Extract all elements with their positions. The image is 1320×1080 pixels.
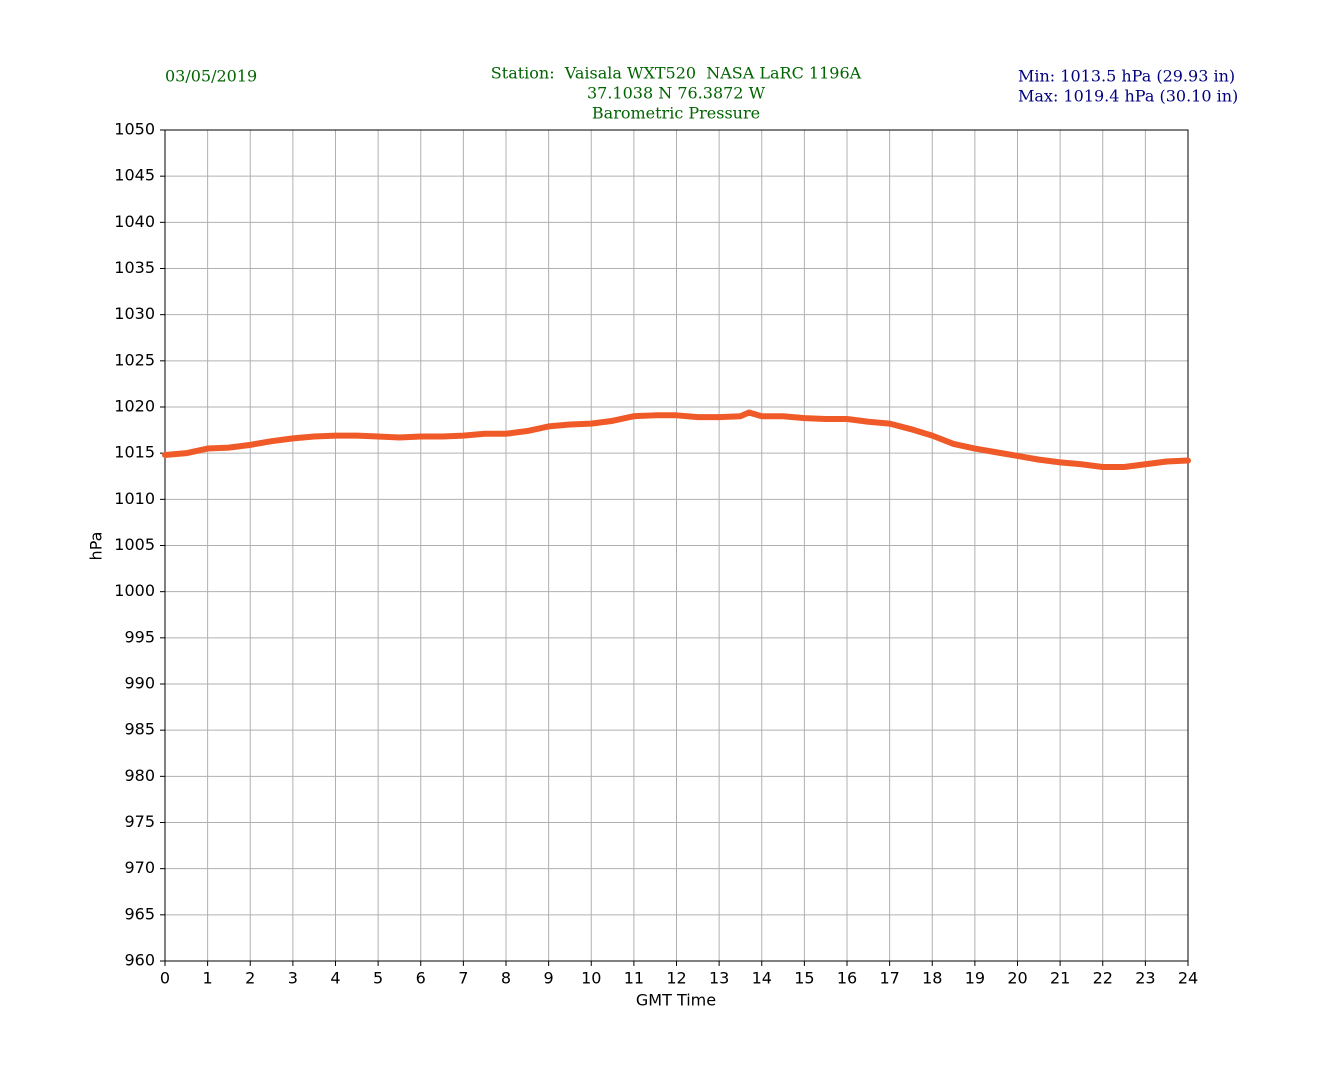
y-tick-label: 1005 <box>114 535 155 554</box>
y-tick-label: 970 <box>124 858 155 877</box>
y-tick-label: 1020 <box>114 397 155 416</box>
x-tick-label: 2 <box>245 969 255 988</box>
y-tick-label: 995 <box>124 627 155 646</box>
x-axis-label: GMT Time <box>636 991 716 1010</box>
plot-frame <box>164 129 1189 962</box>
y-tick-label: 960 <box>124 951 155 970</box>
x-tick-label: 9 <box>544 969 554 988</box>
x-tick-label: 16 <box>837 969 857 988</box>
x-tick-label: 7 <box>458 969 468 988</box>
stat: Max: 1019.4 hPa (30.10 in) <box>1018 87 1238 106</box>
title: Station: Vaisala WXT520 NASA LaRC 1196A <box>491 64 862 83</box>
y-tick-label: 1025 <box>114 350 155 369</box>
data-line <box>162 409 1191 471</box>
x-tick-label: 21 <box>1050 969 1070 988</box>
x-tick-label: 4 <box>330 969 340 988</box>
x-tick-label: 13 <box>709 969 729 988</box>
y-tick-label: 965 <box>124 904 155 923</box>
x-tick-label: 10 <box>581 969 601 988</box>
x-tick-label: 5 <box>373 969 383 988</box>
x-tick-label: 14 <box>752 969 772 988</box>
x-tick-label: 20 <box>1007 969 1027 988</box>
y-tick-label: 1015 <box>114 443 155 462</box>
y-tick-label: 975 <box>124 812 155 831</box>
x-tick-label: 1 <box>203 969 213 988</box>
x-tick-label: 12 <box>666 969 686 988</box>
y-tick-label: 1040 <box>114 212 155 231</box>
title: Barometric Pressure <box>592 104 760 123</box>
y-tick-label: 1010 <box>114 489 155 508</box>
y-axis-label: hPa <box>87 532 106 561</box>
x-tick-label: 24 <box>1178 969 1198 988</box>
y-tick-label: 1050 <box>114 120 155 139</box>
x-tick-label: 22 <box>1093 969 1113 988</box>
x-tick-label: 0 <box>160 969 170 988</box>
x-tick-label: 15 <box>794 969 814 988</box>
y-tick-label: 1030 <box>114 304 155 323</box>
y-tick-label: 985 <box>124 720 155 739</box>
x-tick-label: 11 <box>624 969 644 988</box>
x-tick-label: 19 <box>965 969 985 988</box>
x-tick-label: 23 <box>1135 969 1155 988</box>
y-tick-label: 1035 <box>114 258 155 277</box>
y-tick-label: 1000 <box>114 581 155 600</box>
stat: Min: 1013.5 hPa (29.93 in) <box>1018 67 1235 86</box>
y-tick-label: 980 <box>124 766 155 785</box>
x-tick-label: 18 <box>922 969 942 988</box>
y-tick-label: 990 <box>124 674 155 693</box>
date: 03/05/2019 <box>165 67 257 86</box>
x-tick-label: 6 <box>416 969 426 988</box>
x-tick-label: 3 <box>288 969 298 988</box>
y-tick-label: 1045 <box>114 166 155 185</box>
x-tick-label: 8 <box>501 969 511 988</box>
title: 37.1038 N 76.3872 W <box>587 84 766 103</box>
x-tick-label: 17 <box>879 969 899 988</box>
